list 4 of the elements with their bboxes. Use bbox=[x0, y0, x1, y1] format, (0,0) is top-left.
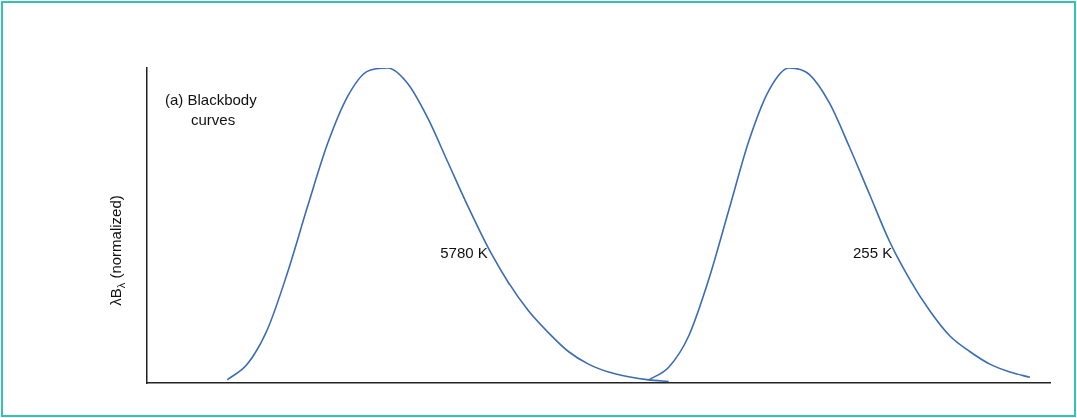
series-label: 255 K bbox=[852, 243, 893, 261]
y-axis-title: λBλ (normalized) bbox=[107, 195, 128, 306]
text: (a) Blackbody curves bbox=[165, 91, 258, 128]
series-label: 5780 K bbox=[440, 243, 488, 261]
